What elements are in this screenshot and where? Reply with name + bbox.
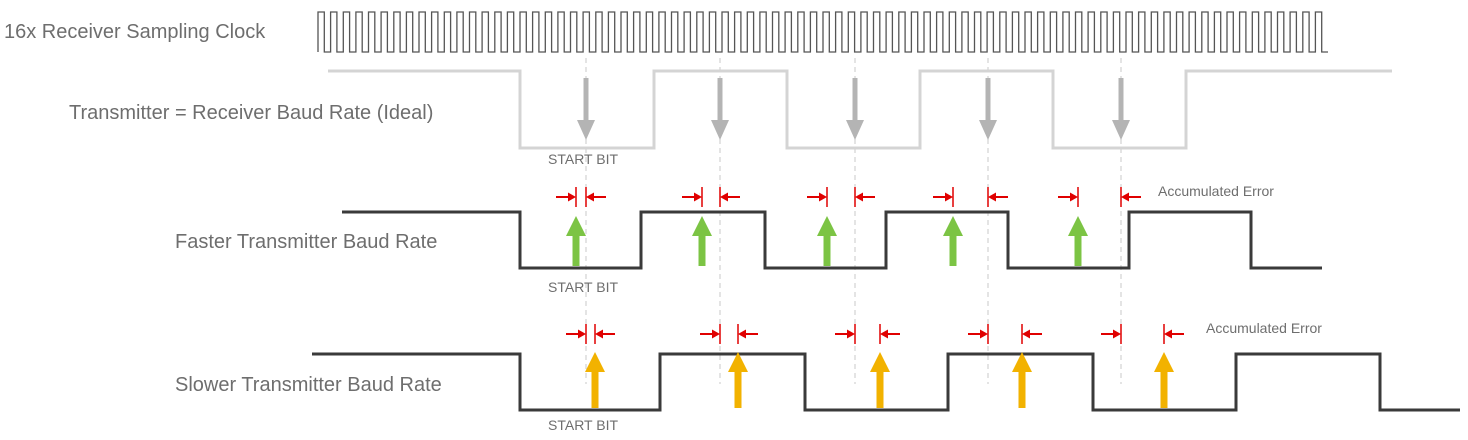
ideal-sample-arrow (979, 78, 997, 140)
start-bit-label-slower: START BIT (548, 417, 618, 433)
faster-sample-arrow (817, 216, 837, 266)
error-marker (807, 187, 875, 207)
slower-sample-arrow (870, 352, 890, 408)
ideal-sample-arrows (577, 78, 1130, 140)
faster-sample-arrows (566, 216, 1088, 266)
slower-sample-arrow (1012, 352, 1032, 408)
accumulated-error-label-slower: Accumulated Error (1206, 320, 1322, 336)
ideal-sample-arrow (1112, 78, 1130, 140)
error-marker (968, 324, 1042, 344)
slower-baud-waveform (312, 352, 1460, 412)
faster-baud-waveform (342, 210, 1322, 270)
start-bit-label-ideal: START BIT (548, 151, 618, 167)
slower-sample-arrow (585, 352, 605, 408)
clock-label: 16x Receiver Sampling Clock (4, 21, 266, 43)
error-marker (1101, 324, 1184, 344)
ideal-baud-waveform (328, 69, 1392, 150)
error-marker (566, 324, 615, 344)
faster-sample-arrow (943, 216, 963, 266)
error-marker (682, 187, 740, 207)
slower-sample-arrows (585, 352, 1174, 408)
slower-label: Slower Transmitter Baud Rate (175, 374, 442, 396)
slower-sample-arrow (1154, 352, 1174, 408)
faster-error-markers (556, 187, 1141, 207)
error-marker (556, 187, 606, 207)
faster-sample-arrow (692, 216, 712, 266)
slower-error-markers (566, 324, 1184, 344)
faster-label: Faster Transmitter Baud Rate (175, 231, 437, 253)
error-marker (933, 187, 1008, 207)
slower-sample-arrow (728, 352, 748, 408)
ideal-sample-arrow (711, 78, 729, 140)
start-bit-label-faster: START BIT (548, 279, 618, 295)
accumulated-error-label-faster: Accumulated Error (1158, 183, 1274, 199)
sampling-clock-waveform (317, 11, 1328, 53)
faster-sample-arrow (1068, 216, 1088, 266)
error-marker (835, 324, 900, 344)
error-marker (1058, 187, 1141, 207)
ideal-label: Transmitter = Receiver Baud Rate (Ideal) (69, 102, 433, 124)
error-marker (700, 324, 758, 344)
ideal-sample-arrow (577, 78, 595, 140)
ideal-sample-arrow (846, 78, 864, 140)
faster-sample-arrow (566, 216, 586, 266)
